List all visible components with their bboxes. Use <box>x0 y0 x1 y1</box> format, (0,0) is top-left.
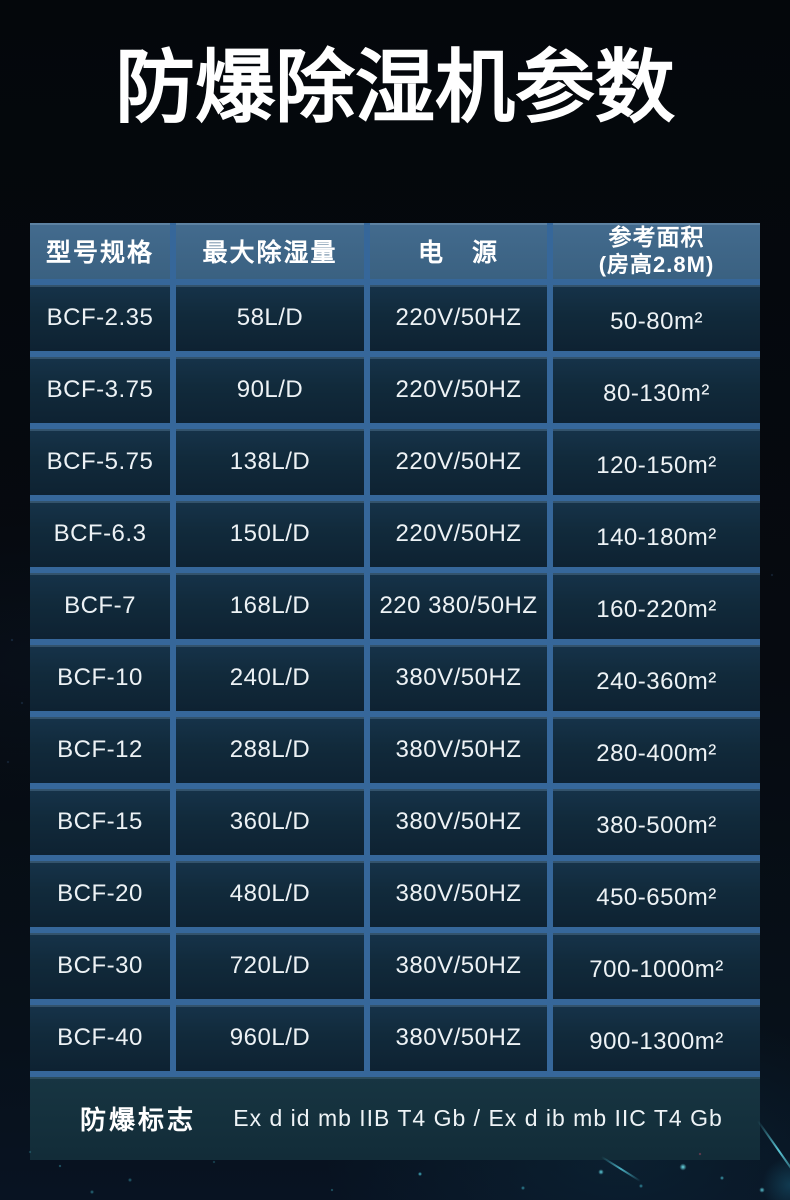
cell-model: BCF-5.75 <box>30 429 170 495</box>
column-header-area: 参考面积 (房高2.8M) <box>553 223 760 279</box>
cell-power: 380V/50HZ <box>370 789 547 855</box>
cell-model: BCF-20 <box>30 861 170 927</box>
cell-power: 220V/50HZ <box>370 501 547 567</box>
explosion-proof-marking-label: 防爆标志 <box>80 1105 197 1135</box>
cell-power: 380V/50HZ <box>370 717 547 783</box>
page-title: 防爆除湿机参数 <box>115 43 675 132</box>
column-header-area-line2: (房高2.8M) <box>598 251 715 277</box>
cell-capacity: 360L/D <box>176 789 364 855</box>
column-header-capacity: 最大除湿量 <box>176 223 364 279</box>
cell-area: 380-500m² <box>553 789 760 855</box>
cell-power: 380V/50HZ <box>370 645 547 711</box>
cell-power: 220 380/50HZ <box>370 573 547 639</box>
cell-power: 380V/50HZ <box>370 933 547 999</box>
cell-area: 240-360m² <box>553 645 760 711</box>
cell-model: BCF-3.75 <box>30 357 170 423</box>
cell-area: 140-180m² <box>553 501 760 567</box>
cell-model: BCF-15 <box>30 789 170 855</box>
column-header-model: 型号规格 <box>30 223 170 279</box>
cell-model: BCF-6.3 <box>30 501 170 567</box>
spec-table: 型号规格 最大除湿量 电 源 参考面积 (房高2.8M) BCF-2.35 58… <box>30 223 760 1160</box>
cell-model: BCF-30 <box>30 933 170 999</box>
cell-area: 450-650m² <box>553 861 760 927</box>
cell-model: BCF-7 <box>30 573 170 639</box>
explosion-proof-marking-value: Ex d id mb IIB T4 Gb / Ex d ib mb IIC T4… <box>233 1105 723 1131</box>
cell-power: 380V/50HZ <box>370 1005 547 1071</box>
cell-power: 380V/50HZ <box>370 861 547 927</box>
explosion-proof-marking-row: 防爆标志 Ex d id mb IIB T4 Gb / Ex d ib mb I… <box>30 1077 760 1160</box>
cell-power: 220V/50HZ <box>370 357 547 423</box>
cell-area: 80-130m² <box>553 357 760 423</box>
cell-capacity: 168L/D <box>176 573 364 639</box>
cell-model: BCF-12 <box>30 717 170 783</box>
cell-area: 120-150m² <box>553 429 760 495</box>
cell-area: 50-80m² <box>553 285 760 351</box>
cell-model: BCF-40 <box>30 1005 170 1071</box>
cell-area: 900-1300m² <box>553 1005 760 1071</box>
column-header-power: 电 源 <box>370 223 547 279</box>
cell-capacity: 138L/D <box>176 429 364 495</box>
cell-area: 700-1000m² <box>553 933 760 999</box>
cell-capacity: 58L/D <box>176 285 364 351</box>
cell-model: BCF-2.35 <box>30 285 170 351</box>
cell-capacity: 480L/D <box>176 861 364 927</box>
cell-power: 220V/50HZ <box>370 429 547 495</box>
cell-capacity: 960L/D <box>176 1005 364 1071</box>
cell-area: 280-400m² <box>553 717 760 783</box>
cell-capacity: 90L/D <box>176 357 364 423</box>
cell-capacity: 720L/D <box>176 933 364 999</box>
cell-capacity: 150L/D <box>176 501 364 567</box>
cell-area: 160-220m² <box>553 573 760 639</box>
light-streak-decoration <box>756 1120 790 1182</box>
cell-capacity: 288L/D <box>176 717 364 783</box>
cell-power: 220V/50HZ <box>370 285 547 351</box>
column-header-area-line1: 参考面积 <box>608 224 705 250</box>
cell-capacity: 240L/D <box>176 645 364 711</box>
cell-model: BCF-10 <box>30 645 170 711</box>
